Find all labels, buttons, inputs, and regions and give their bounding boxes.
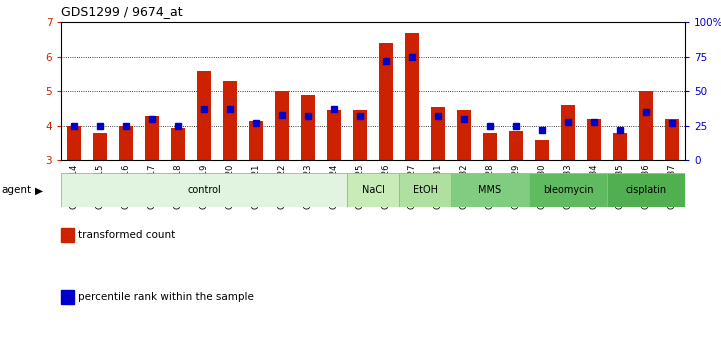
Text: ▶: ▶	[35, 186, 43, 195]
Bar	[483, 133, 497, 160]
Text: cisplatin: cisplatin	[625, 185, 666, 195]
Bar	[145, 116, 159, 160]
Bar	[171, 128, 185, 160]
Text: bleomycin: bleomycin	[543, 185, 593, 195]
Bar	[613, 133, 627, 160]
Bar	[587, 119, 601, 160]
Bar	[431, 107, 446, 160]
Text: EtOH: EtOH	[412, 185, 438, 195]
Bar	[301, 95, 315, 160]
Bar	[639, 91, 653, 160]
FancyBboxPatch shape	[529, 172, 607, 207]
Text: percentile rank within the sample: percentile rank within the sample	[78, 292, 254, 302]
FancyBboxPatch shape	[61, 172, 347, 207]
Bar	[93, 133, 107, 160]
Bar	[353, 110, 367, 160]
Text: control: control	[187, 185, 221, 195]
Bar	[327, 110, 341, 160]
Bar	[249, 121, 263, 160]
FancyBboxPatch shape	[347, 172, 399, 207]
Bar	[405, 33, 419, 160]
Bar	[119, 126, 133, 160]
Text: GDS1299 / 9674_at: GDS1299 / 9674_at	[61, 5, 183, 18]
Bar	[379, 43, 393, 160]
Text: transformed count: transformed count	[78, 230, 175, 239]
Bar	[509, 131, 523, 160]
Bar	[275, 91, 289, 160]
Text: NaCl: NaCl	[362, 185, 384, 195]
Bar	[223, 81, 237, 160]
Bar	[665, 119, 679, 160]
Bar	[197, 71, 211, 160]
FancyBboxPatch shape	[451, 172, 529, 207]
Bar	[561, 105, 575, 160]
Bar	[67, 126, 81, 160]
Text: agent: agent	[1, 186, 32, 195]
FancyBboxPatch shape	[607, 172, 685, 207]
Bar	[457, 110, 472, 160]
Text: MMS: MMS	[479, 185, 502, 195]
Bar	[535, 140, 549, 160]
FancyBboxPatch shape	[399, 172, 451, 207]
